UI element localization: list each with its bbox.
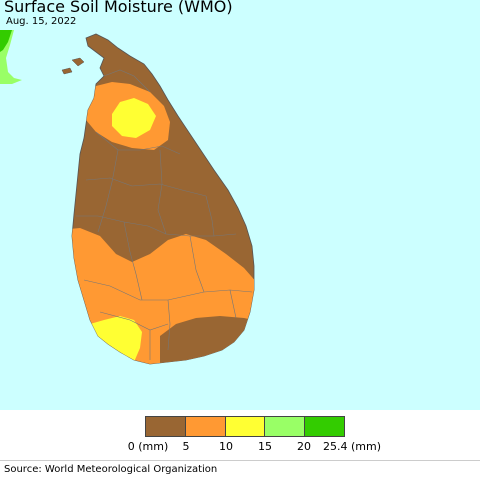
map-title: Surface Soil Moisture (WMO)	[4, 0, 233, 16]
legend-swatch-20-25	[304, 417, 344, 436]
legend-tick-15: 15	[258, 440, 272, 453]
legend-colorbar	[145, 416, 345, 437]
legend-tick-20: 20	[297, 440, 311, 453]
legend-tick-0: 0 (mm)	[127, 440, 169, 453]
neighbor-land-india-wet	[0, 30, 12, 52]
legend-swatch-5-10	[184, 417, 225, 436]
legend-swatch-0-5	[146, 417, 185, 436]
district-borders	[76, 69, 253, 360]
moisture-zone-north-yellow	[112, 98, 156, 138]
legend-swatch-10-15	[224, 417, 265, 436]
ocean	[0, 0, 480, 410]
source-footer: Source: World Meteorological Organizatio…	[0, 460, 480, 480]
legend-tick-5: 5	[182, 440, 190, 453]
source-text: Source: World Meteorological Organizatio…	[4, 464, 218, 475]
map-date: Aug. 15, 2022	[6, 16, 77, 27]
legend-tick-10: 10	[219, 440, 233, 453]
legend-swatch-15-20	[264, 417, 305, 436]
jaffna-islets	[61, 57, 85, 75]
legend-tick-25-4: 25.4 (mm)	[322, 440, 382, 453]
